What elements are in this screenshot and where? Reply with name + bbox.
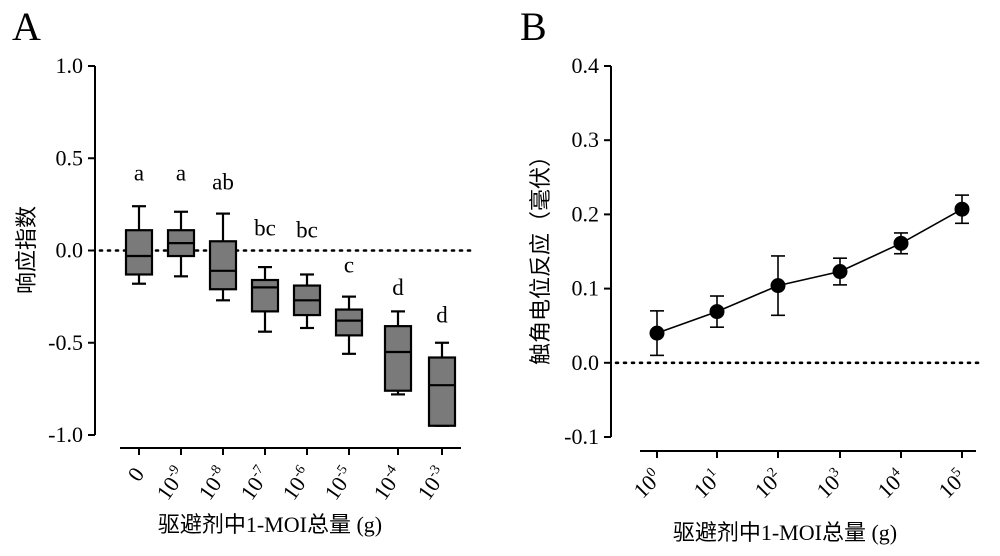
x-tick-label: 10-4 bbox=[368, 463, 408, 505]
box-group bbox=[166, 210, 196, 278]
y-tick-label: 0.0 bbox=[56, 238, 84, 263]
data-point bbox=[832, 264, 848, 280]
panel-b-x-ticks: 100 101 102 103 104 105 bbox=[628, 451, 971, 503]
box-group bbox=[124, 205, 154, 285]
significance-letter: ab bbox=[212, 170, 234, 195]
data-point-group bbox=[709, 295, 725, 328]
data-point-group bbox=[954, 194, 970, 225]
x-tick-label: 0 bbox=[122, 463, 149, 486]
data-point bbox=[649, 325, 665, 341]
panel-b-y-ticks: 0.4 0.3 0.2 0.1 0.0 -0.1 bbox=[564, 53, 611, 449]
panel-a-x-ticks: 0 10-910-810-710-610-510-410-3 bbox=[122, 448, 452, 505]
panel-a-boxes bbox=[124, 205, 457, 427]
panel-b-label: B bbox=[520, 4, 547, 49]
data-point-group bbox=[893, 232, 909, 255]
x-tick-label: 10-6 bbox=[277, 463, 317, 505]
box-group bbox=[383, 310, 413, 396]
series-line bbox=[656, 208, 963, 334]
panel-b-series bbox=[649, 194, 970, 357]
y-tick-label: -1.0 bbox=[48, 422, 83, 447]
x-tick-label: 102 bbox=[749, 465, 787, 503]
y-tick-label: 0.1 bbox=[572, 276, 600, 301]
y-tick-label: 0.5 bbox=[56, 145, 84, 170]
x-tick-label: 10-5 bbox=[319, 463, 359, 505]
significance-letter: a bbox=[176, 160, 186, 185]
panel-b-y-title: 触角电位反应（毫伏） bbox=[528, 145, 553, 365]
panel-a-label: A bbox=[12, 4, 41, 49]
data-point-group bbox=[770, 255, 786, 317]
data-point-group bbox=[649, 310, 665, 357]
y-tick-label: 0.0 bbox=[572, 350, 600, 375]
panel-a-x-title: 驱避剂中1-MOI总量 (g) bbox=[158, 512, 382, 537]
significance-letter: c bbox=[344, 253, 354, 278]
y-tick-label: 0.2 bbox=[572, 201, 600, 226]
panel-b-x-title: 驱避剂中1-MOI总量 (g) bbox=[673, 520, 897, 545]
y-tick-label: 1.0 bbox=[56, 53, 84, 78]
x-tick-label: 104 bbox=[872, 465, 910, 503]
box-group bbox=[334, 295, 364, 355]
x-tick-label: 10-9 bbox=[151, 463, 191, 505]
panel-a-y-ticks: 1.0 0.5 0.0 -0.5 -1.0 bbox=[48, 53, 95, 447]
significance-letter: bc bbox=[296, 218, 318, 243]
box-body bbox=[208, 240, 238, 291]
significance-letter: d bbox=[436, 302, 448, 327]
panel-b: B 0.4 0.3 0.2 0.1 0.0 -0.1 100 101 102 103 104 105… bbox=[520, 4, 986, 545]
x-tick-label: 101 bbox=[688, 465, 726, 503]
box-group bbox=[208, 212, 238, 302]
y-tick-label: -0.5 bbox=[48, 330, 83, 355]
significance-letter: a bbox=[134, 160, 144, 185]
panel-a-y-title: 响应指数 bbox=[14, 206, 39, 294]
box-body bbox=[427, 356, 457, 427]
x-tick-label: 105 bbox=[933, 465, 971, 503]
x-tick-label: 10-3 bbox=[412, 463, 452, 505]
box-group bbox=[250, 266, 280, 333]
y-tick-label: 0.3 bbox=[572, 127, 600, 152]
data-point bbox=[709, 304, 725, 320]
x-tick-label: 100 bbox=[628, 465, 666, 503]
significance-letter: bc bbox=[254, 216, 276, 241]
data-point-group bbox=[832, 257, 848, 286]
data-point bbox=[893, 235, 909, 251]
x-tick-label: 103 bbox=[811, 465, 849, 503]
box-body bbox=[383, 325, 413, 392]
data-point bbox=[954, 201, 970, 217]
box-group bbox=[427, 341, 457, 427]
panel-b-axes bbox=[610, 66, 976, 452]
box-body bbox=[250, 278, 280, 313]
box-body bbox=[334, 308, 364, 337]
significance-letter: d bbox=[392, 275, 404, 300]
data-point bbox=[770, 278, 786, 294]
box-group bbox=[292, 273, 322, 330]
x-tick-label: 10-7 bbox=[235, 463, 275, 505]
y-tick-label: -0.1 bbox=[564, 424, 599, 449]
x-tick-label: 10-8 bbox=[193, 463, 233, 505]
box-body bbox=[124, 229, 154, 276]
y-tick-label: 0.4 bbox=[572, 53, 600, 78]
